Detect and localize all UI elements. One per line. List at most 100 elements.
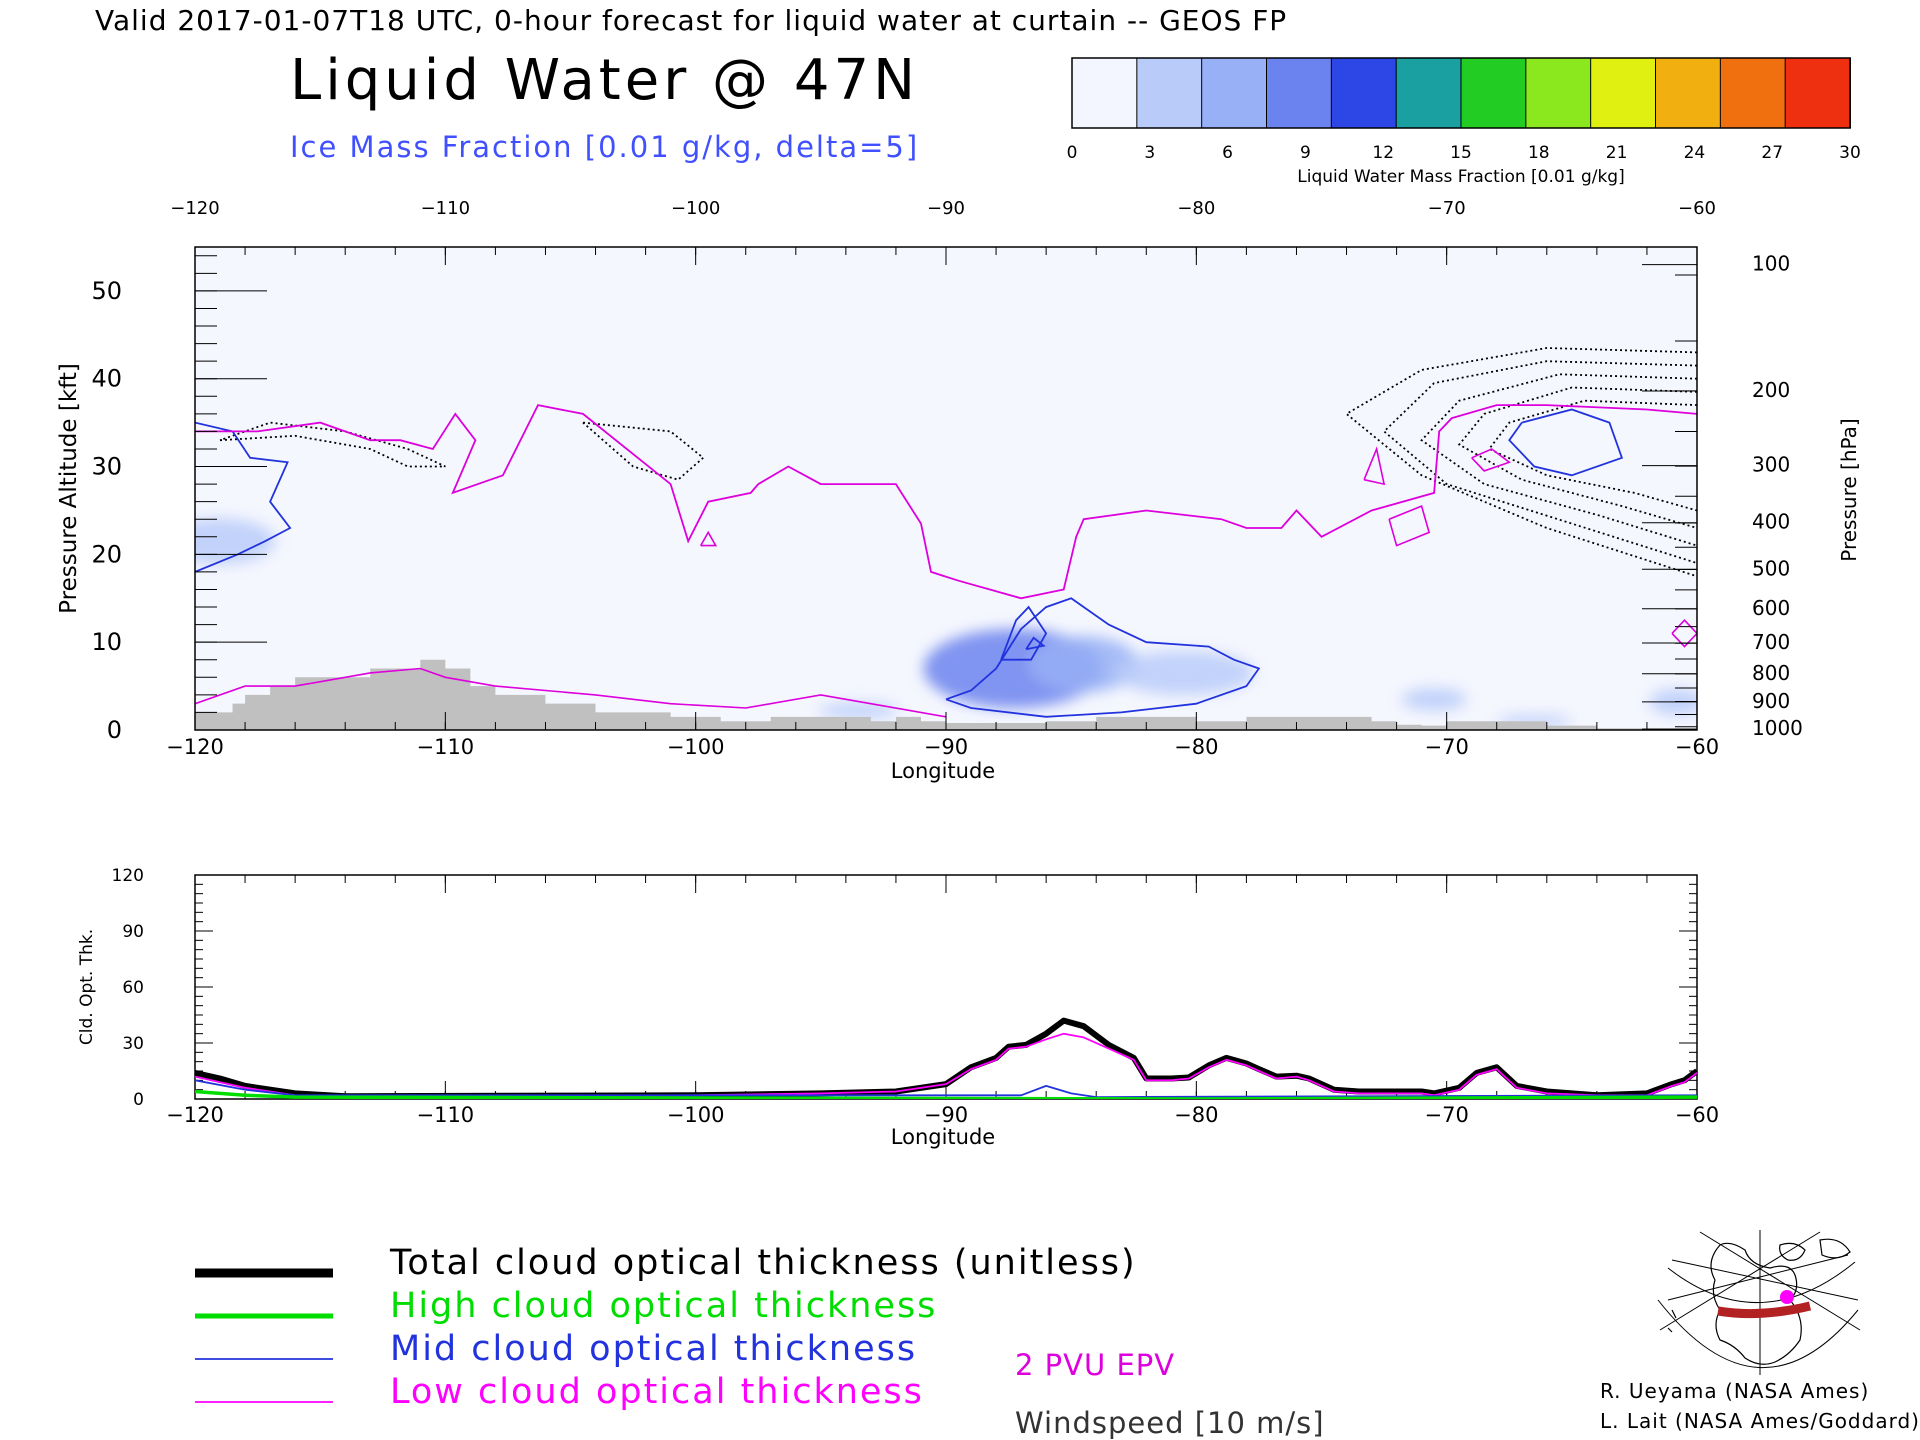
x-tick-label: −80 bbox=[1174, 1103, 1218, 1127]
credit-line-2: L. Lait (NASA Ames/Goddard) bbox=[1600, 1409, 1920, 1433]
pressure-tick-label: 500 bbox=[1752, 556, 1790, 580]
epv-2pvu-line bbox=[195, 404, 1697, 600]
bottom-plot-frame bbox=[194, 874, 1698, 1100]
epv-low-line bbox=[195, 667, 947, 718]
coastline-icon bbox=[1667, 1238, 1851, 1365]
y-tick-label: 0 bbox=[133, 1090, 144, 1110]
pressure-axis-label: Pressure [hPa] bbox=[1837, 418, 1861, 561]
x-tick-label: −70 bbox=[1425, 1103, 1469, 1127]
legend-label-0: Total cloud optical thickness (unitless) bbox=[389, 1243, 1137, 1283]
page-title: Liquid Water @ 47N bbox=[290, 48, 919, 113]
wind-east-3 bbox=[1420, 373, 1697, 547]
liquid-water-patch bbox=[1028, 636, 1139, 693]
series-line-2 bbox=[195, 1079, 1697, 1098]
wind-east-2 bbox=[1382, 360, 1697, 564]
x-tick-label: −110 bbox=[416, 735, 474, 759]
x-tick-label: −100 bbox=[667, 1103, 725, 1127]
legend: Total cloud optical thickness (unitless)… bbox=[195, 1243, 1325, 1440]
ice-west bbox=[195, 421, 292, 573]
windspeed-legend-label: Windspeed [10 m/s] bbox=[1015, 1406, 1325, 1440]
y-tick-label: 40 bbox=[91, 365, 122, 393]
wind-east-1 bbox=[1344, 347, 1697, 578]
legend-label-1: High cloud optical thickness bbox=[390, 1286, 937, 1326]
x-tick-label: −100 bbox=[667, 735, 725, 759]
colorbar-tick-label: 21 bbox=[1606, 143, 1628, 163]
wind-east-5 bbox=[1487, 399, 1697, 512]
y-tick-label: 0 bbox=[107, 716, 122, 744]
pressure-tick-label: 200 bbox=[1752, 378, 1790, 402]
pressure-tick-label: 100 bbox=[1752, 252, 1790, 276]
pressure-tick-label: 1000 bbox=[1752, 716, 1803, 740]
x-tick-label: −110 bbox=[416, 1103, 474, 1127]
pressure-tick-label: 400 bbox=[1752, 510, 1790, 534]
credits: R. Ueyama (NASA Ames) L. Lait (NASA Ames… bbox=[1600, 1376, 1920, 1436]
colorbar-tick-label: 9 bbox=[1300, 143, 1311, 163]
epv-loop-a bbox=[1363, 446, 1386, 486]
colorbar-bin bbox=[1460, 57, 1527, 129]
colorbar-tick-label: 0 bbox=[1067, 143, 1078, 163]
pressure-tick-label: 600 bbox=[1752, 596, 1790, 620]
colorbar-tick-label: 18 bbox=[1528, 143, 1550, 163]
terrain bbox=[195, 659, 1697, 730]
colorbar-label: Liquid Water Mass Fraction [0.01 g/kg] bbox=[1297, 167, 1624, 187]
y-tick-label: 60 bbox=[122, 978, 144, 998]
top-x-tick-label: −90 bbox=[927, 198, 965, 219]
y-tick-label: 120 bbox=[112, 866, 144, 886]
liquid-water-patch bbox=[195, 518, 276, 565]
wind-west bbox=[219, 421, 446, 468]
ice-central-core bbox=[1025, 636, 1046, 651]
colorbar-tick-label: 12 bbox=[1372, 143, 1394, 163]
ice-central-inner bbox=[1000, 605, 1048, 661]
epv-loop-d bbox=[1671, 619, 1697, 648]
colorbar-bin bbox=[1525, 57, 1592, 129]
colorbar-tick-label: 3 bbox=[1144, 143, 1155, 163]
x-tick-label: −60 bbox=[1675, 735, 1719, 759]
x-axis-label: Longitude bbox=[891, 759, 995, 783]
ice-contour-subtitle: Ice Mass Fraction [0.01 g/kg, delta=5] bbox=[290, 130, 920, 164]
epv-loop-e bbox=[700, 530, 718, 547]
colorbar-bin bbox=[1136, 57, 1203, 129]
liquid-water-patch bbox=[1113, 650, 1254, 695]
pressure-tick-label: 700 bbox=[1752, 630, 1790, 654]
y-tick-label: 50 bbox=[91, 277, 122, 305]
colorbar-bin bbox=[1590, 57, 1657, 129]
y-axis-label: Pressure Altitude [kft] bbox=[56, 363, 82, 614]
pressure-tick-label: 300 bbox=[1752, 453, 1790, 477]
top-x-tick-label: −60 bbox=[1678, 198, 1716, 219]
wind-mid bbox=[582, 421, 705, 481]
liquid-water-patch bbox=[1401, 687, 1467, 711]
pressure-tick-label: 900 bbox=[1752, 689, 1790, 713]
colorbar-bin bbox=[1395, 57, 1462, 129]
x-tick-label: −80 bbox=[1174, 735, 1218, 759]
colorbar-tick-label: 30 bbox=[1839, 143, 1861, 163]
ice-east bbox=[1508, 408, 1624, 477]
plot-data-layer bbox=[195, 347, 1697, 730]
colorbar-bin bbox=[1266, 57, 1333, 129]
x-axis-label: Longitude bbox=[891, 1125, 995, 1149]
colorbar-frame bbox=[1071, 57, 1851, 129]
colorbar-bin bbox=[1784, 57, 1851, 129]
x-tick-label: −70 bbox=[1425, 735, 1469, 759]
optical-thickness-plot: −120 −110 −100 −90 −80 −70 −60 Longitude 0 30 60 90… bbox=[77, 866, 1719, 1149]
series-line-3 bbox=[195, 1032, 1697, 1098]
top-x-tick-label: −100 bbox=[671, 198, 720, 219]
top-x-tick-label: −80 bbox=[1177, 198, 1215, 219]
valid-time-line: Valid 2017-01-07T18 UTC, 0-hour forecast… bbox=[95, 4, 1288, 37]
colorbar-bin bbox=[1201, 57, 1268, 129]
colorbar-bin bbox=[1071, 57, 1138, 129]
epv-loop-c bbox=[1471, 448, 1511, 472]
colorbar-tick-label: 27 bbox=[1761, 143, 1783, 163]
x-tick-label: −120 bbox=[166, 1103, 224, 1127]
top-x-tick-label: −110 bbox=[421, 198, 470, 219]
colorbar-tick-label: 24 bbox=[1684, 143, 1706, 163]
x-tick-label: −120 bbox=[166, 735, 224, 759]
colorbar-tick-label: 6 bbox=[1222, 143, 1233, 163]
y-axis-label: Cld. Opt. Thk. bbox=[77, 929, 97, 1045]
colorbar: 0 3 6 9 12 15 18 21 24 27 30 Liquid Water Mass Frac… bbox=[1067, 57, 1861, 187]
curtain-plot: −120 −110 −100 −90 −80 −70 −60 −120 −110 −100 −90 −… bbox=[56, 198, 1861, 783]
colorbar-bin bbox=[1330, 57, 1398, 129]
legend-label-2: Mid cloud optical thickness bbox=[390, 1329, 917, 1369]
inset-map bbox=[1655, 1230, 1861, 1375]
epv-loop-b bbox=[1388, 505, 1431, 547]
